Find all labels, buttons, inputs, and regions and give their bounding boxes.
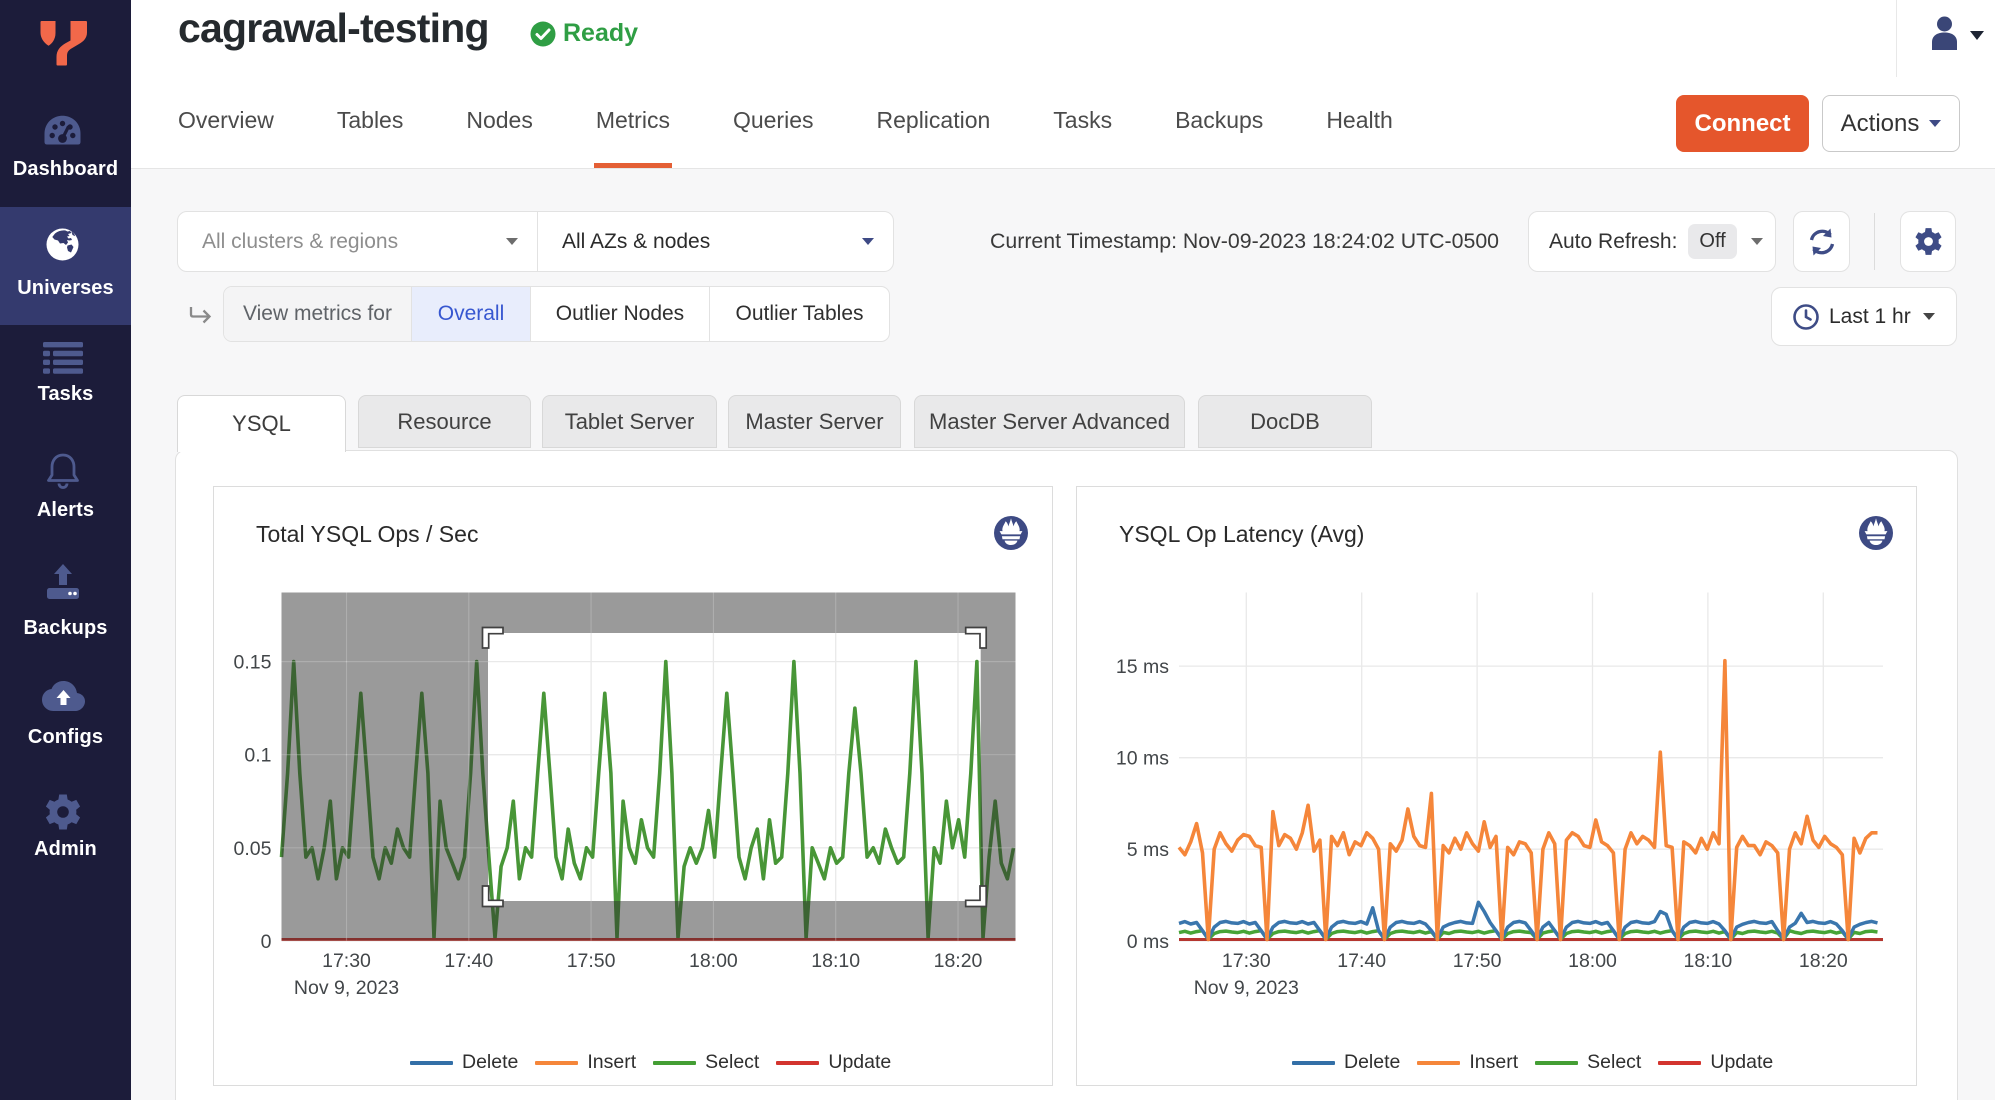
svg-text:0 ms: 0 ms xyxy=(1127,931,1170,953)
svg-text:18:00: 18:00 xyxy=(1568,950,1617,972)
svg-text:18:20: 18:20 xyxy=(1799,950,1848,972)
svg-text:17:40: 17:40 xyxy=(444,950,493,972)
svg-text:17:50: 17:50 xyxy=(567,950,616,972)
svg-text:18:10: 18:10 xyxy=(1683,950,1732,972)
svg-text:17:40: 17:40 xyxy=(1337,950,1386,972)
svg-text:0.15: 0.15 xyxy=(234,652,272,674)
svg-text:Nov 9, 2023: Nov 9, 2023 xyxy=(1194,977,1299,999)
svg-text:Nov 9, 2023: Nov 9, 2023 xyxy=(294,977,399,999)
svg-text:17:30: 17:30 xyxy=(1222,950,1271,972)
svg-text:0.1: 0.1 xyxy=(244,745,271,767)
svg-text:15 ms: 15 ms xyxy=(1116,656,1169,678)
svg-text:18:20: 18:20 xyxy=(934,950,983,972)
svg-text:18:10: 18:10 xyxy=(811,950,860,972)
svg-text:5 ms: 5 ms xyxy=(1127,839,1170,861)
svg-text:18:00: 18:00 xyxy=(689,950,738,972)
svg-text:10 ms: 10 ms xyxy=(1116,748,1169,770)
svg-text:0.05: 0.05 xyxy=(234,838,272,860)
svg-text:0: 0 xyxy=(261,931,272,953)
svg-text:17:50: 17:50 xyxy=(1453,950,1502,972)
svg-text:17:30: 17:30 xyxy=(322,950,371,972)
